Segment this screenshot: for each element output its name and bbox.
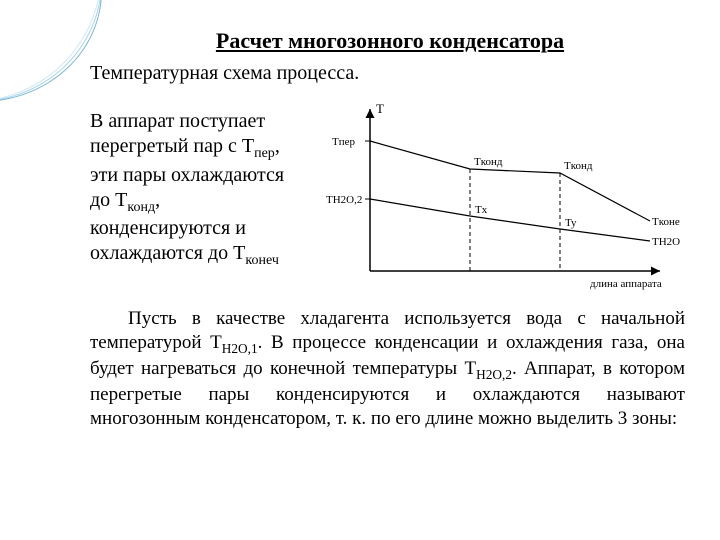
svg-text:Tконд: Tконд bbox=[564, 160, 593, 172]
svg-text:TH2O,2: TH2O,2 bbox=[326, 194, 362, 206]
paragraph-left: В аппарат поступает перегретый пар с Tпе… bbox=[90, 91, 320, 270]
decor-wave-3 bbox=[0, 0, 102, 102]
text: до T bbox=[90, 189, 127, 211]
text: В аппарат поступает bbox=[90, 110, 265, 132]
sub: пер bbox=[254, 146, 275, 161]
slide-content: Расчет многозонного конденсатора Темпера… bbox=[90, 28, 690, 432]
sub: H2O,1 bbox=[222, 341, 258, 356]
text: , bbox=[275, 135, 280, 157]
svg-text:длина аппарата: длина аппарата bbox=[590, 278, 662, 290]
paragraph-bottom: Пусть в качестве хладагента используется… bbox=[90, 307, 685, 432]
subtitle: Температурная схема процесса. bbox=[90, 62, 690, 85]
text: , bbox=[155, 189, 160, 211]
svg-text:Tx: Tx bbox=[475, 204, 488, 216]
text: эти пары охлаждаются bbox=[90, 164, 284, 186]
sub: конд bbox=[127, 200, 155, 215]
svg-text:T: T bbox=[376, 101, 384, 116]
diagram-svg: Tдлина аппарата Tпер TH2O,2 Tконд Tконд Tконе… bbox=[320, 91, 680, 301]
sub: H2O,2 bbox=[476, 367, 512, 382]
text: конденсируются и bbox=[90, 217, 246, 239]
svg-text:Tконеч: Tконеч bbox=[652, 216, 680, 228]
page-title: Расчет многозонного конденсатора bbox=[90, 28, 690, 54]
svg-text:Ty: Ty bbox=[565, 217, 577, 229]
text: перегретый пар с T bbox=[90, 135, 254, 157]
row-diagram: В аппарат поступает перегретый пар с Tпе… bbox=[90, 91, 690, 301]
svg-text:TH2O,1: TH2O,1 bbox=[652, 236, 680, 248]
svg-text:Tпер: Tпер bbox=[332, 136, 355, 148]
temperature-diagram: Tдлина аппарата Tпер TH2O,2 Tконд Tконд Tконе… bbox=[320, 91, 690, 301]
text: охлаждаются до T bbox=[90, 242, 245, 264]
svg-text:Tконд: Tконд bbox=[474, 156, 503, 168]
sub: конеч bbox=[245, 253, 279, 268]
